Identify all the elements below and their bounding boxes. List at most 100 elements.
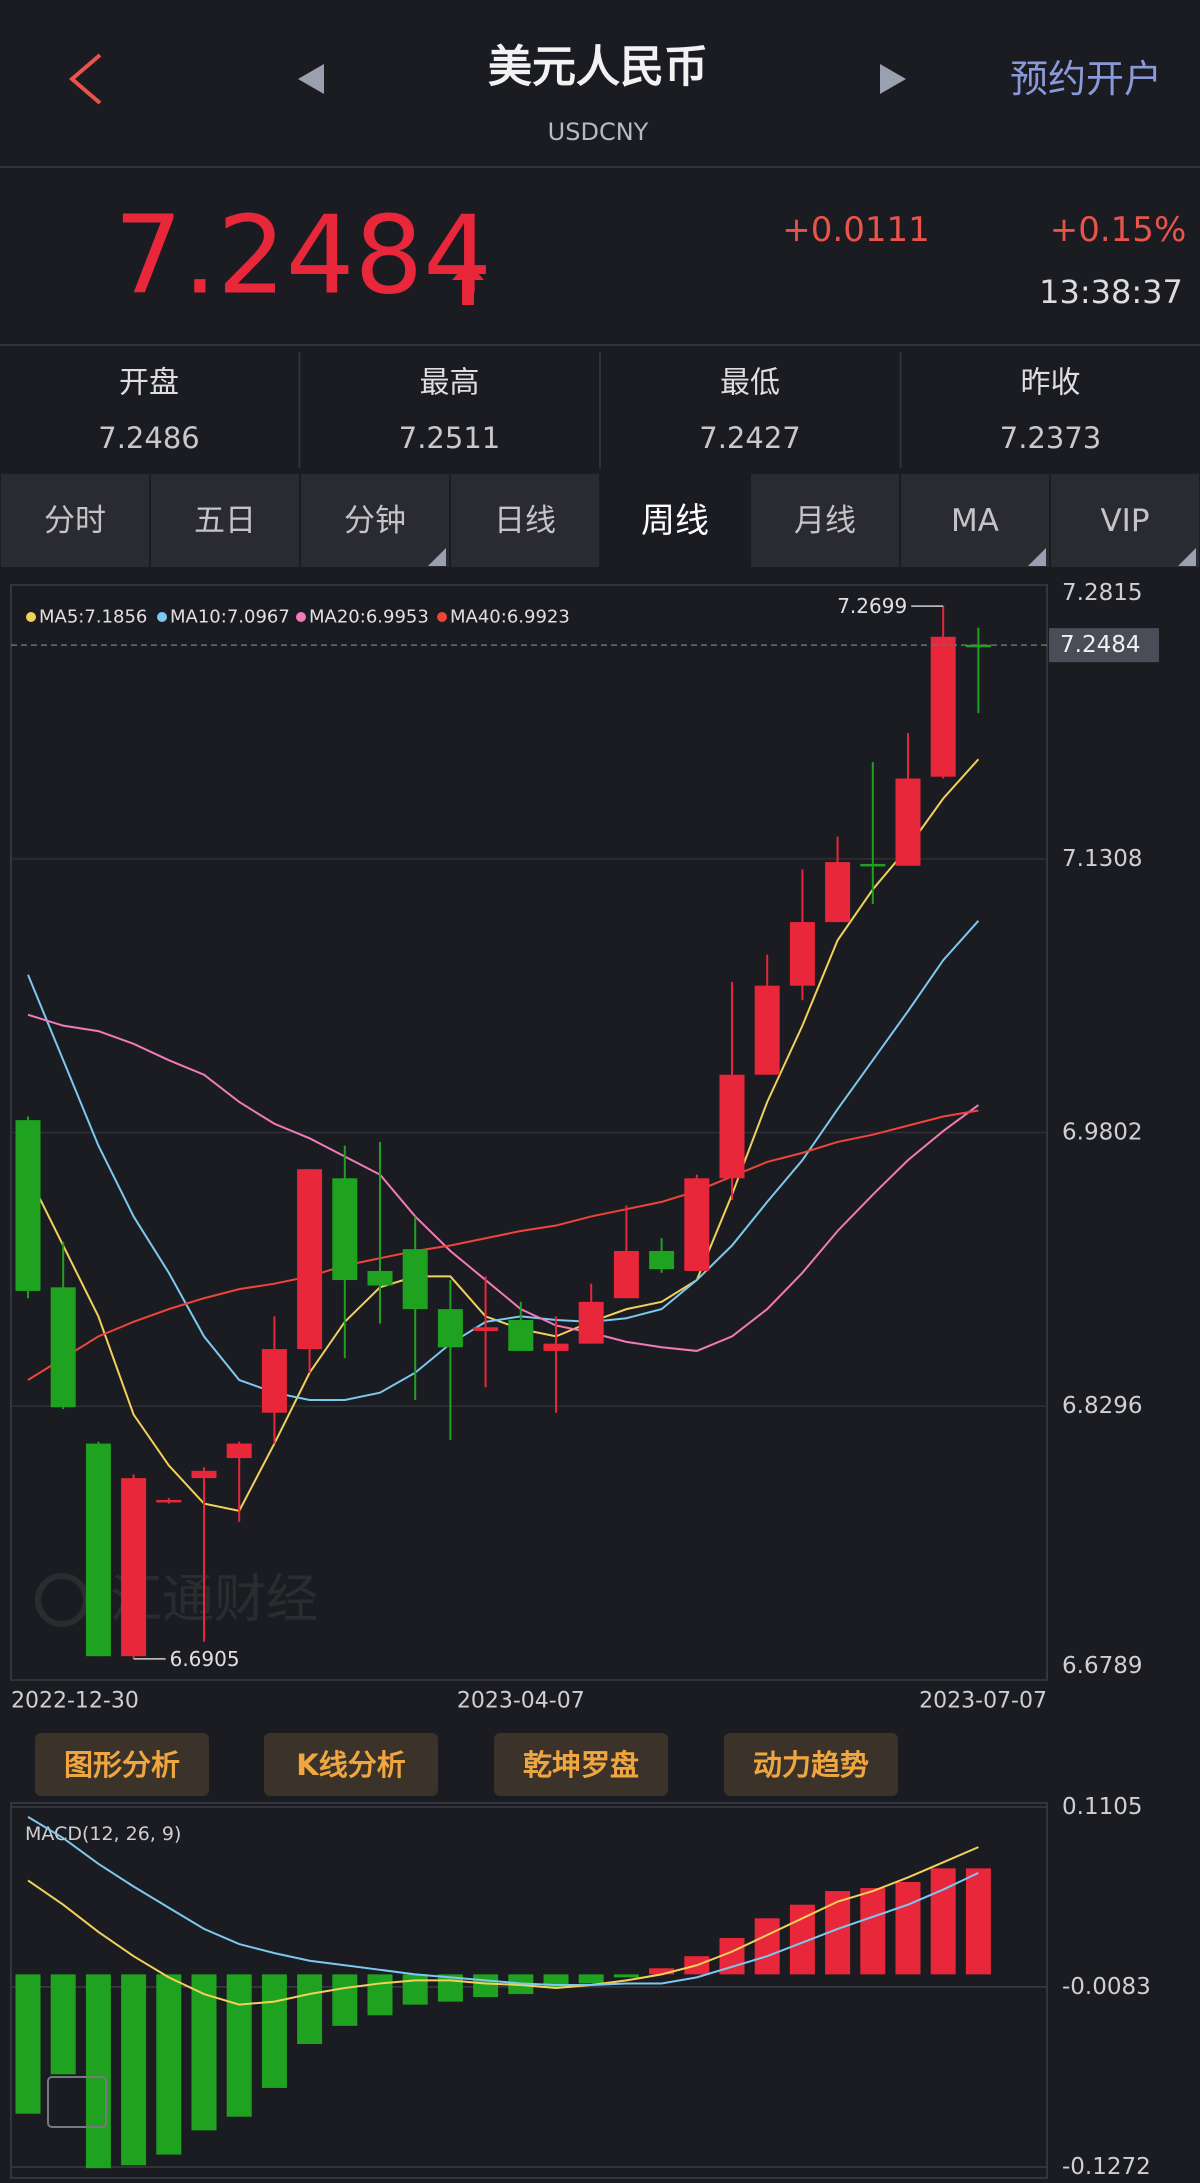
candle-body bbox=[473, 1327, 499, 1331]
legend-marker bbox=[296, 612, 306, 622]
macd-bar bbox=[402, 1974, 428, 2005]
tab-label[interactable]: 日线 bbox=[494, 503, 556, 539]
stat-value: 7.2511 bbox=[399, 421, 500, 455]
change-percent: +0.15% bbox=[1050, 210, 1187, 250]
tool-button-label[interactable]: 动力趋势 bbox=[753, 1748, 869, 1782]
tab-label[interactable]: 月线 bbox=[794, 503, 856, 539]
candle-body bbox=[332, 1178, 358, 1281]
quote-time: 13:38:37 bbox=[1039, 273, 1183, 311]
legend-marker bbox=[437, 612, 447, 622]
macd-bar bbox=[85, 1974, 111, 2169]
tab-label[interactable]: 五日 bbox=[194, 503, 256, 539]
candle-body bbox=[297, 1169, 323, 1350]
tool-button[interactable] bbox=[724, 1733, 898, 1796]
stat-label: 最低 bbox=[720, 366, 780, 401]
last-price-tag-label: 7.2484 bbox=[1060, 632, 1140, 658]
macd-chart: 0.1105 -0.0083 -0.1272 bbox=[11, 1794, 1151, 2180]
tab-label[interactable]: 周线 bbox=[641, 501, 709, 541]
tab[interactable] bbox=[899, 472, 1051, 569]
stat-value: 7.2486 bbox=[98, 421, 199, 455]
tool-button[interactable] bbox=[35, 1733, 209, 1796]
subtitle: USDCNY bbox=[548, 118, 649, 146]
tool-button-label[interactable]: 图形分析 bbox=[64, 1748, 180, 1782]
tool-button-label[interactable]: 乾坤罗盘 bbox=[523, 1748, 639, 1782]
macd-bar bbox=[473, 1974, 499, 1998]
y-tick-label: -0.0083 bbox=[1062, 1974, 1151, 2000]
legend-label: MA10:7.0967 bbox=[170, 607, 290, 628]
tab-label[interactable]: MA bbox=[951, 503, 999, 539]
y-tick-label: 6.9802 bbox=[1062, 1120, 1142, 1146]
macd-title: MACD(12, 26, 9) bbox=[25, 1823, 181, 1845]
candle-body bbox=[965, 644, 991, 648]
candle-body bbox=[191, 1470, 217, 1479]
stat-label: 昨收 bbox=[1021, 366, 1081, 401]
tab[interactable] bbox=[599, 472, 751, 569]
candle-body bbox=[860, 863, 886, 867]
stat-label: 开盘 bbox=[119, 366, 179, 401]
low-label: 6.6905 bbox=[170, 1647, 240, 1671]
last-price: 7.2484 bbox=[114, 194, 492, 319]
macd-bar bbox=[649, 1968, 675, 1975]
next-button[interactable] bbox=[880, 64, 906, 94]
candle-body bbox=[437, 1309, 463, 1348]
x-tick-label: 2022-12-30 bbox=[11, 1689, 139, 1714]
candle-body bbox=[261, 1349, 287, 1413]
tool-button-label[interactable]: K线分析 bbox=[296, 1748, 405, 1782]
tool-button[interactable] bbox=[264, 1733, 438, 1796]
tool-button[interactable] bbox=[494, 1733, 668, 1796]
macd-bar bbox=[297, 1974, 323, 2045]
candle-body bbox=[121, 1478, 147, 1657]
candle-body bbox=[649, 1250, 675, 1270]
y-tick-label: -0.1272 bbox=[1062, 2154, 1151, 2180]
candlestick-chart: 7.2815 7.1308 6.9802 6.8296 6.6789 2022-12-30… bbox=[11, 580, 1159, 1714]
macd-line bbox=[27, 1846, 979, 2006]
candle-body bbox=[156, 1499, 182, 1503]
tab-label[interactable]: 分时 bbox=[44, 503, 106, 539]
x-tick-label: 2023-04-07 bbox=[457, 1689, 585, 1714]
back-button[interactable] bbox=[68, 53, 102, 105]
candle-body bbox=[789, 922, 815, 986]
tab[interactable] bbox=[1049, 472, 1200, 569]
ma-line bbox=[27, 1109, 979, 1381]
candle-body bbox=[719, 1074, 745, 1179]
tab-label[interactable]: VIP bbox=[1100, 503, 1149, 539]
legend-marker bbox=[157, 612, 167, 622]
tool-icon[interactable] bbox=[47, 2076, 107, 2128]
tab[interactable] bbox=[749, 472, 901, 569]
candle-body bbox=[578, 1301, 604, 1344]
macd-bar bbox=[367, 1974, 393, 2016]
candle-body bbox=[402, 1249, 428, 1310]
candle-body bbox=[50, 1287, 76, 1408]
macd-line bbox=[27, 1815, 979, 1986]
candle-body bbox=[613, 1250, 639, 1299]
macd-bar bbox=[895, 1881, 921, 1975]
candle-body bbox=[825, 862, 851, 923]
tab[interactable] bbox=[149, 472, 301, 569]
macd-bar bbox=[930, 1868, 956, 1975]
tab-menu-indicator bbox=[428, 548, 446, 566]
candle-body bbox=[930, 636, 956, 777]
legend-label: MA5:7.1856 bbox=[39, 607, 147, 628]
tab[interactable] bbox=[0, 472, 151, 569]
macd-bar bbox=[226, 1974, 252, 2117]
open-account-button[interactable]: 预约开户 bbox=[1010, 57, 1162, 101]
title: 美元人民币 bbox=[488, 42, 708, 93]
stat-value: 7.2373 bbox=[1000, 421, 1101, 455]
candle-body bbox=[85, 1443, 111, 1657]
up-arrow bbox=[452, 262, 484, 305]
macd-bar bbox=[860, 1888, 886, 1975]
y-tick-label: 7.2815 bbox=[1062, 580, 1142, 606]
candle-body bbox=[684, 1178, 710, 1271]
macd-bar bbox=[50, 1974, 76, 2075]
ma-line bbox=[27, 758, 980, 1512]
macd-bar bbox=[754, 1918, 780, 1975]
tab-menu-indicator bbox=[1028, 548, 1046, 566]
tab-bar: 分时 五日 分钟 日线 周线 月线 MA VIP bbox=[0, 472, 1200, 569]
last-price-tag bbox=[1049, 628, 1159, 663]
tab-label[interactable]: 分钟 bbox=[344, 503, 406, 539]
candle-body bbox=[226, 1443, 252, 1459]
prev-button[interactable] bbox=[298, 64, 324, 94]
